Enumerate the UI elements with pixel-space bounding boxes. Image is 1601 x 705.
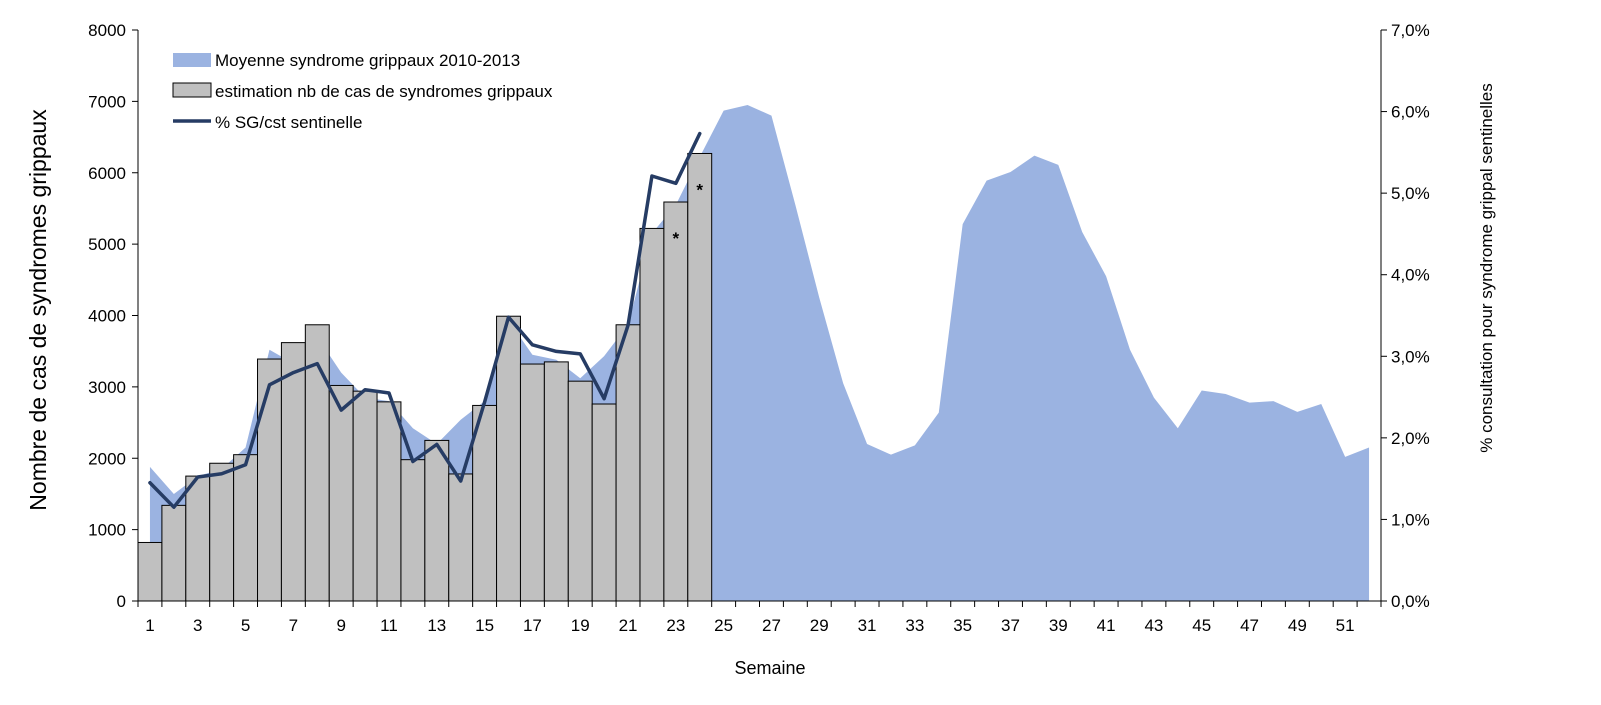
line-series-path [148,131,702,509]
bar [400,459,426,602]
x-tick-label: 39 [1049,616,1068,635]
bar [496,315,521,602]
line-series-group [148,131,702,509]
legend-swatch-area [173,53,211,67]
x-tick-label: 15 [475,616,494,635]
y2-tick-label: 0,0% [1391,592,1430,611]
bar [615,324,641,602]
x-tick-label: 29 [810,616,829,635]
bar [280,342,306,602]
bar [233,454,259,602]
y-tick-label: 1000 [88,521,126,540]
y-tick-label: 2000 [88,449,126,468]
x-tick-label: 35 [953,616,972,635]
y2-tick-label: 7,0% [1391,21,1430,40]
x-tick-label: 51 [1336,616,1355,635]
bar [543,361,569,602]
bar [567,380,593,602]
y-tick-label: 0 [117,592,126,611]
bar [376,401,402,602]
x-tick-label: 23 [666,616,685,635]
x-tick-label: 5 [241,616,250,635]
y2-tick-label: 5,0% [1391,184,1430,203]
annotations-group: ** [673,180,704,248]
x-tick-label: 1 [145,616,154,635]
y2-tick-label: 1,0% [1391,510,1430,529]
bar [185,475,211,602]
bar [687,152,713,602]
y-axis-title: Nombre de cas de syndromes grippaux [25,109,51,511]
legend-label-line: % SG/cst sentinelle [215,113,362,132]
y2-tick-label: 4,0% [1391,266,1430,285]
annotation-asterisk: * [673,229,680,248]
y2-axis-title: % consultation pour syndrome grippal sen… [1477,83,1496,452]
bar [257,358,282,602]
x-tick-label: 43 [1144,616,1163,635]
x-tick-label: 41 [1097,616,1116,635]
y2-tick-label: 2,0% [1391,429,1430,448]
x-tick-label: 25 [714,616,733,635]
bar [448,473,474,602]
x-tick-label: 31 [858,616,877,635]
x-tick-label: 33 [905,616,924,635]
bar [161,504,187,602]
x-tick-label: 19 [571,616,590,635]
bar [519,363,545,602]
x-tick-label: 13 [427,616,446,635]
x-tick-label: 17 [523,616,542,635]
bar [424,439,450,602]
x-tick-label: 37 [1001,616,1020,635]
y-tick-label: 3000 [88,378,126,397]
bar [137,541,163,602]
legend-swatch-bar [172,82,212,98]
x-axis-title: Semaine [734,658,805,678]
x-tick-label: 9 [336,616,345,635]
legend-label-bar: estimation nb de cas de syndromes grippa… [215,82,553,101]
y-tick-label: 7000 [88,92,126,111]
bar [639,227,665,602]
axes-group: 0 1000 2000 3000 4000 5000 6000 7000 8000 0,0% 1,0… [88,21,1430,635]
x-tick-label: 27 [762,616,781,635]
y2-tick-label: 6,0% [1391,103,1430,122]
x-tick-label: 49 [1288,616,1307,635]
x-tick-label: 21 [619,616,638,635]
x-tick-label: 45 [1192,616,1211,635]
x-tick-label: 11 [380,616,398,635]
y-tick-label: 8000 [88,21,126,40]
legend-label-area: Moyenne syndrome grippaux 2010-2013 [215,51,520,70]
annotation-asterisk: * [696,180,703,199]
bar [209,462,235,602]
bar-series-group [137,152,713,602]
x-tick-label: 7 [289,616,298,635]
x-tick-label: 3 [193,616,202,635]
y-tick-label: 5000 [88,235,126,254]
y-tick-label: 4000 [88,307,126,326]
bar [591,403,617,602]
y2-tick-label: 3,0% [1391,347,1430,366]
bar [328,384,354,602]
bar [352,390,378,602]
bar [663,201,689,602]
y-tick-label: 6000 [88,164,126,183]
legend: Moyenne syndrome grippaux 2010-2013 esti… [172,51,553,132]
x-tick-label: 47 [1240,616,1259,635]
